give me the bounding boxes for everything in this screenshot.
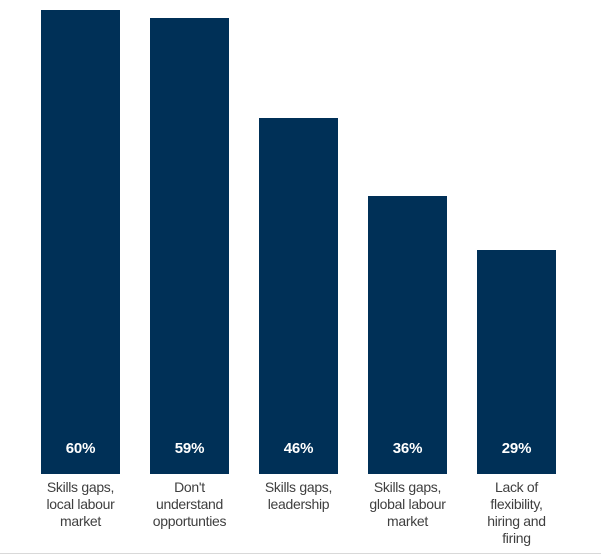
category-label-line: leadership (267, 496, 330, 512)
category-label-line: global labour (369, 496, 446, 512)
bar-value-label: 29% (501, 440, 532, 457)
bar-value-label: 60% (65, 440, 96, 457)
category-label-line: Skills gaps, (264, 479, 333, 495)
category-label: Skills gaps, leadership (244, 479, 353, 513)
category-label: Skills gaps, global labour market (353, 479, 462, 530)
category-label: Skills gaps, local labour market (26, 479, 135, 530)
category-label: Lack of flexibility, hiring and firing (462, 479, 571, 547)
bar-column: 29% Lack of flexibility, hiring and firing (462, 0, 571, 557)
category-label-line: local labour (46, 496, 115, 512)
bar-value-label: 59% (174, 440, 205, 457)
category-label-line: flexibility, (490, 496, 543, 512)
category-label-line: understand (155, 496, 224, 512)
category-label-line: firing (502, 530, 531, 546)
bar: 59% (150, 18, 229, 474)
bar-column: 60% Skills gaps, local labour market (26, 0, 135, 557)
category-label-line: opportunties (152, 513, 227, 529)
bar-value-label: 36% (392, 440, 423, 457)
category-label-line: market (60, 513, 101, 529)
bar-column: 36% Skills gaps, global labour market (353, 0, 462, 557)
bar-value-label: 46% (283, 440, 314, 457)
bar: 46% (259, 118, 338, 474)
category-label: Don't understand opportunties (135, 479, 244, 530)
category-label-line: Skills gaps, (373, 479, 442, 495)
category-label-line: Skills gaps, (46, 479, 115, 495)
category-label-line: Lack of (494, 479, 539, 495)
bottom-divider (0, 553, 601, 554)
category-label-line: Don't (174, 479, 205, 495)
bar: 29% (477, 250, 556, 474)
category-label-line: market (387, 513, 428, 529)
category-label-line: hiring and (487, 513, 546, 529)
bar: 36% (368, 196, 447, 474)
bar-column: 46% Skills gaps, leadership (244, 0, 353, 557)
bar: 60% (41, 10, 120, 474)
bar-column: 59% Don't understand opportunties (135, 0, 244, 557)
